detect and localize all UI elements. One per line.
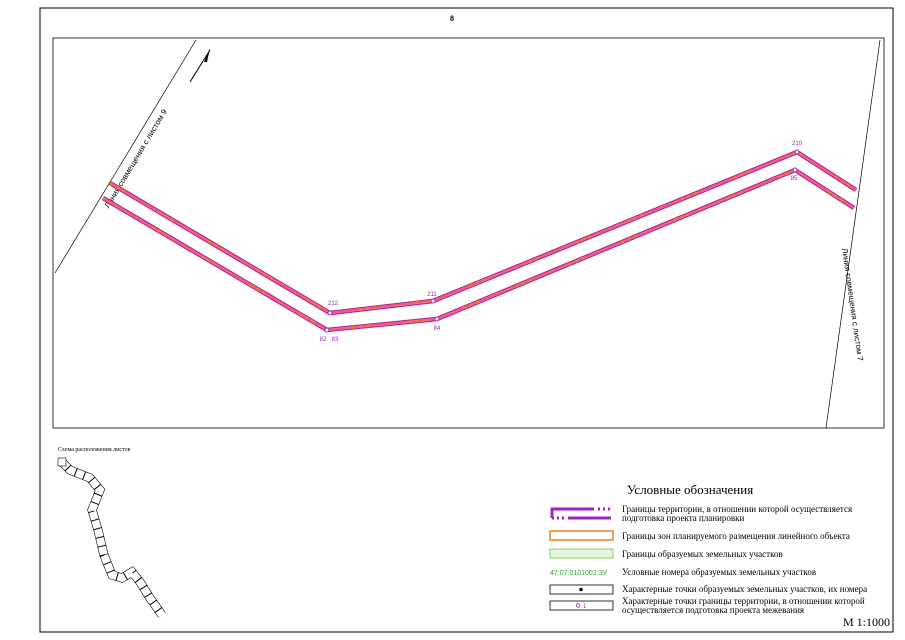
schema-title: Схема расположения листов xyxy=(58,447,131,453)
sheet-number: 8 xyxy=(450,14,454,23)
text-line: Характерные точки границы территории, в … xyxy=(622,596,865,606)
point-label: 82 xyxy=(320,337,327,343)
legend-point-dot xyxy=(579,587,583,592)
legend-label: Условные номера образуемых земельных уча… xyxy=(622,567,816,577)
legend-sample-territory xyxy=(550,507,611,520)
legend-sample-parcel xyxy=(549,548,614,559)
match-line-label: Линия совмещения с листом 9 xyxy=(103,107,170,210)
legend-title: Условные обозначения xyxy=(627,482,753,497)
boundary-upper xyxy=(108,149,858,316)
boundary-lower xyxy=(101,167,856,333)
outer-frame xyxy=(39,7,894,633)
text-line: Границы территории, в отношении которой … xyxy=(622,504,852,514)
point-label: 83 xyxy=(332,337,339,343)
point-label: 85 xyxy=(791,176,798,182)
legend-point-number: 1 xyxy=(583,604,587,610)
legend-label: Характерные точки образуемых земельных у… xyxy=(622,584,867,594)
point-label: 211 xyxy=(427,292,437,298)
point-label: 84 xyxy=(434,326,441,332)
map-frame xyxy=(52,37,885,429)
point-label: 210 xyxy=(792,141,803,147)
legend-label: Границы зон планируемого размещения лине… xyxy=(622,531,850,541)
legend-sample-territory-point xyxy=(549,600,614,611)
north-arrow-head xyxy=(204,48,210,62)
legend-label: Границы образуемых земельных участков xyxy=(622,549,783,559)
legend-label: Характерные точки границы территории, в … xyxy=(622,596,865,615)
legend-sample-point xyxy=(549,584,614,595)
match-line xyxy=(54,39,197,274)
text-line: осуществляется подготовка проекта межева… xyxy=(622,605,804,615)
legend-label: Границы территории, в отношении которой … xyxy=(622,504,852,523)
legend-sample-zone xyxy=(549,530,614,541)
point-label: 212 xyxy=(328,301,339,307)
scale: М 1:1000 xyxy=(843,615,890,629)
legend-sample-number: 47:07:0101002:ЗУ xyxy=(550,570,608,577)
schema-strip xyxy=(57,457,166,618)
text-line: подготовка проекта планировки xyxy=(622,513,745,523)
north-arrow xyxy=(189,49,211,83)
point-markers xyxy=(324,149,800,333)
match-line xyxy=(825,39,881,429)
match-line-label: Линия совмещения с листом 7 xyxy=(840,248,865,362)
legend-point-circle xyxy=(575,603,581,608)
